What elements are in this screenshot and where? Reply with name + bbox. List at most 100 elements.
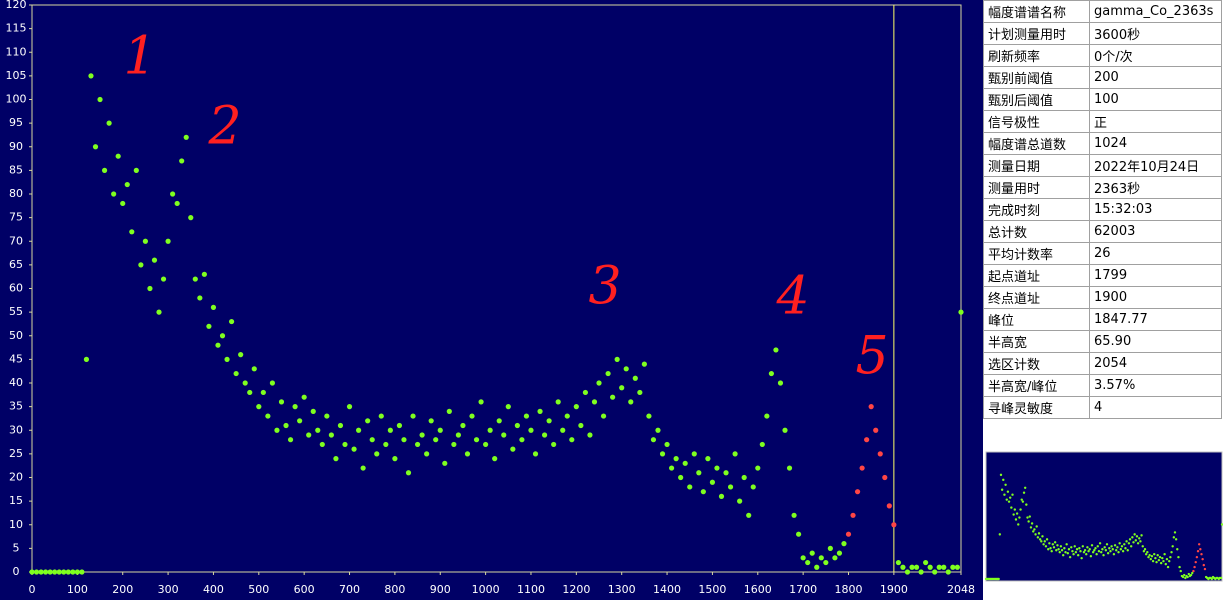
overview-point [1083,549,1087,552]
info-row: 甄别后阈值 100 [983,88,1222,111]
data-point [70,569,76,575]
data-point [610,394,616,400]
data-point [646,413,652,419]
data-point [886,503,892,509]
info-row: 半高宽/峰位 3.57% [983,374,1222,397]
info-row: 终点道址 1900 [983,286,1222,309]
overview-point [1051,543,1055,546]
overview-point [1136,542,1140,545]
info-key: 总计数 [983,220,1090,243]
info-value: 1847.77 [1089,308,1222,331]
data-point [79,569,85,575]
data-point [573,404,579,410]
overview-point [1129,545,1133,548]
info-value: 2022年10月24日 [1089,154,1222,177]
info-key: 寻峰灵敏度 [983,396,1090,419]
info-key: 测量日期 [983,154,1090,177]
overview-point [1111,548,1114,551]
data-point [101,167,108,173]
overview-point [1135,535,1139,538]
overview-point [1060,549,1064,552]
data-point [850,512,856,518]
overview-point [1220,523,1223,526]
data-point [546,418,552,424]
data-point [786,465,793,471]
overview-point [1011,493,1014,496]
data-point [215,342,221,348]
overview-point [1196,550,1200,553]
overview-point [1080,556,1083,560]
overview-point [1074,551,1078,554]
overview-point [1123,543,1126,546]
overview-point [1070,546,1073,549]
overview-point [999,473,1003,477]
data-point [591,399,598,405]
data-point [460,422,466,429]
overview-point [1044,545,1048,548]
data-point [147,285,153,292]
data-point [478,399,484,405]
overview-point [1143,548,1147,551]
overview-point [1027,520,1030,523]
handwritten-annotation: 4 [775,267,809,327]
data-point [623,366,629,372]
data-point [319,441,325,448]
overview-point [1210,577,1214,581]
data-point [605,370,611,377]
info-row: 测量日期 2022年10月24日 [983,154,1222,177]
info-row: 起点道址 1799 [983,264,1222,287]
overview-point [1193,565,1196,569]
overview-point [1155,560,1158,564]
overview-point [1091,551,1095,554]
data-point [904,569,911,575]
info-value: 100 [1089,88,1222,111]
y-tick-label: 100 [6,93,27,106]
data-point [233,370,239,377]
data-point [723,470,729,476]
overview-point [1018,516,1021,519]
overview-point [1076,554,1080,557]
overview-point [1017,523,1020,526]
overview-point [1038,538,1042,541]
overview-point [1006,490,1010,493]
data-point [632,375,638,381]
overview-point [1043,540,1046,543]
x-tick-label: 1600 [744,583,772,596]
x-tick-label: 1800 [835,583,863,596]
overview-point [1172,536,1176,539]
y-tick-label: 15 [9,494,23,507]
data-point [56,569,62,575]
overview-point [1040,540,1043,543]
data-point [133,167,139,173]
info-value: 65.90 [1089,330,1222,353]
data-point [201,271,207,277]
overview-point [1118,542,1121,545]
x-tick-label: 400 [203,583,224,596]
overview-point [1124,547,1127,550]
data-point [274,427,280,433]
overview-point [1156,554,1159,557]
overview-chart[interactable] [983,448,1223,598]
overview-point [1158,555,1162,559]
y-tick-label: 20 [9,471,23,484]
x-tick-label: 1500 [698,583,726,596]
info-value: gamma_Co_2363s [1089,0,1222,23]
overview-point [1008,496,1012,499]
overview-point [1022,491,1026,494]
data-point [179,158,185,164]
data-point [111,191,117,197]
overview-point [1125,540,1128,543]
data-point [219,333,226,339]
info-value: 62003 [1089,220,1222,243]
overview-point [1128,538,1132,541]
data-point [519,437,525,443]
overview-point [1019,508,1022,511]
x-tick-label: 0 [29,583,36,596]
overview-point [1041,535,1044,538]
overview-point [1142,550,1146,553]
overview-point [1089,554,1093,558]
overview-point [1148,554,1151,557]
info-row: 刷新频率 0个/次 [983,44,1222,67]
overview-point [1000,488,1004,491]
x-tick-label: 1400 [653,583,681,596]
